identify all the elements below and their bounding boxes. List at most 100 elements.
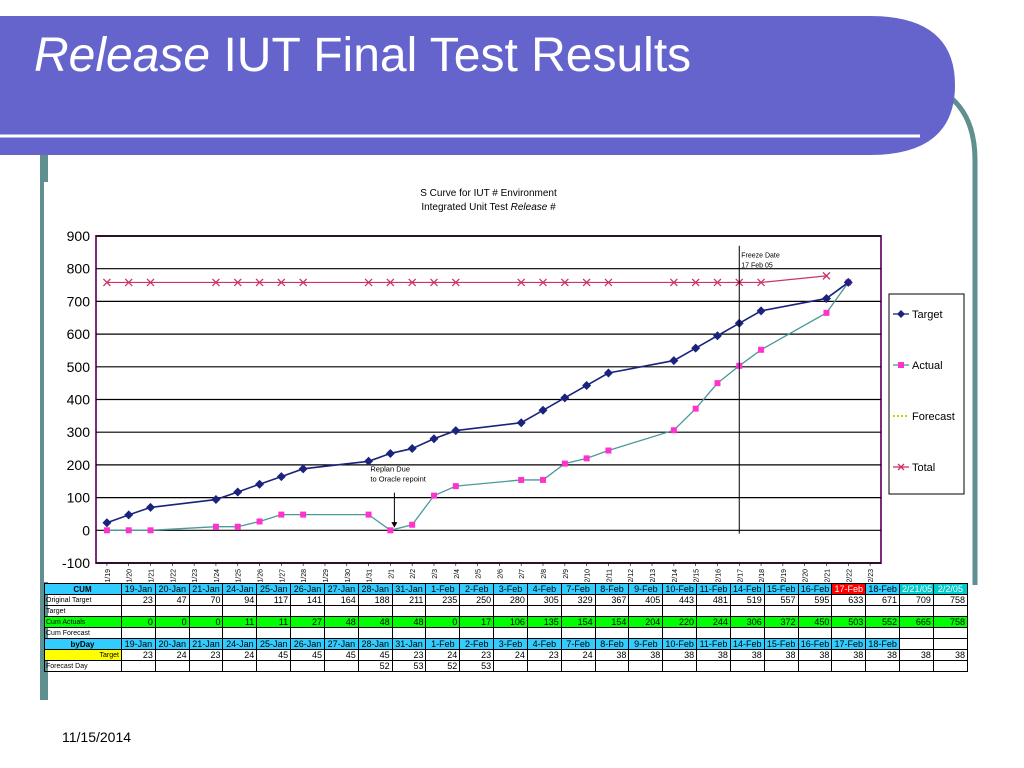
total-marker <box>539 278 547 287</box>
total-marker <box>604 278 613 287</box>
chart-panel: S Curve for IUT # Environment Integrated … <box>44 182 968 582</box>
value-cell <box>526 605 562 617</box>
day-value-cell <box>121 660 156 672</box>
day-value-cell: 38 <box>932 649 969 661</box>
day-row-label: Forecast Day <box>44 660 122 672</box>
value-cell <box>357 627 393 639</box>
day-date-cell: 14-Feb <box>729 638 765 650</box>
value-cell <box>357 605 393 617</box>
x-tick-label: 2/13 <box>650 569 657 582</box>
actual-point <box>605 447 612 454</box>
target-point <box>146 502 156 512</box>
day-value-cell <box>831 660 867 672</box>
value-cell <box>290 605 325 617</box>
day-date-cell: 21-Jan <box>188 638 224 650</box>
day-date-cell: 2-Feb <box>459 638 495 650</box>
value-cell <box>628 627 664 639</box>
value-cell: 48 <box>323 616 359 628</box>
total-marker <box>691 278 700 287</box>
total-marker <box>669 278 678 287</box>
date-cell: 20-Jan <box>154 583 190 595</box>
target-point <box>364 456 374 466</box>
value-cell <box>865 627 901 639</box>
date-cell: 2/2/05 <box>932 583 969 595</box>
day-value-cell <box>526 660 562 672</box>
value-cell: 305 <box>526 594 562 606</box>
target-point <box>712 331 722 341</box>
value-cell <box>425 605 461 617</box>
target-point <box>429 434 439 444</box>
target-point <box>821 293 831 303</box>
actual-point <box>256 518 263 525</box>
day-date-cell: 28-Jan <box>357 638 393 650</box>
total-point <box>408 278 417 287</box>
legend-marker <box>897 463 905 471</box>
day-value-cell <box>154 660 190 672</box>
total-marker <box>211 278 220 287</box>
y-tick-label: 800 <box>67 261 91 277</box>
row-label: Cum Forecast <box>44 627 122 639</box>
day-value-cell: 38 <box>865 649 901 661</box>
day-value-cell: 38 <box>628 649 664 661</box>
date-cell: 1-Feb <box>425 583 461 595</box>
date-cell: 14-Feb <box>729 583 765 595</box>
replan-label: to Oracle repoint <box>370 474 426 483</box>
total-point <box>691 278 700 287</box>
total-marker <box>364 278 373 287</box>
actual-point <box>103 527 110 534</box>
value-cell <box>256 605 292 617</box>
table-row: Target <box>44 605 969 617</box>
day-value-cell <box>290 660 325 672</box>
value-cell: 633 <box>831 594 867 606</box>
day-value-cell: 24 <box>222 649 258 661</box>
date-cell: 7-Feb <box>560 583 596 595</box>
total-point <box>539 278 547 287</box>
target-point <box>560 393 570 403</box>
x-tick-label: 2/18 <box>759 569 766 582</box>
actual-point <box>409 521 416 528</box>
value-cell <box>662 605 698 617</box>
table-header-label: CUM <box>44 583 122 595</box>
value-cell <box>526 627 562 639</box>
target-point <box>385 448 395 458</box>
value-cell: 595 <box>797 594 833 606</box>
data-table: CUM 19-Jan 20-Jan 21-Jan 24-Jan 25-Jan 26-Jan 2… <box>44 583 969 672</box>
actual-point <box>518 476 525 483</box>
value-cell <box>188 627 224 639</box>
x-tick-label: 2/6 <box>497 569 504 579</box>
value-cell: 117 <box>256 594 292 606</box>
day-table-row: Forecast Day 52 53 52 53 <box>44 660 969 672</box>
total-marker <box>277 278 286 287</box>
x-tick-label: 2/15 <box>694 569 701 582</box>
value-cell: 405 <box>628 594 664 606</box>
actual-point <box>823 309 830 316</box>
value-cell <box>899 605 934 617</box>
total-point <box>451 278 460 287</box>
actual-point <box>430 492 437 499</box>
value-cell <box>323 627 359 639</box>
value-cell <box>594 627 630 639</box>
x-tick-label: 1/26 <box>258 569 265 582</box>
day-date-cell: 20-Jan <box>154 638 190 650</box>
value-cell: 17 <box>459 616 495 628</box>
x-tick-label: 1/30 <box>345 569 352 582</box>
total-marker <box>582 278 591 287</box>
total-marker <box>560 278 569 287</box>
table-row: Cum Actuals 0 0 0 11 11 27 48 48 48 0 17 106 135 154 15… <box>44 616 969 628</box>
actual-point <box>278 511 285 518</box>
value-cell <box>121 627 156 639</box>
day-value-cell: 23 <box>121 649 156 661</box>
date-cell: 16-Feb <box>797 583 833 595</box>
day-date-cell <box>899 638 934 650</box>
series-total-line <box>106 275 827 284</box>
value-cell: 235 <box>425 594 461 606</box>
value-cell: 519 <box>729 594 765 606</box>
value-cell: 372 <box>763 616 799 628</box>
value-cell: 23 <box>121 594 156 606</box>
total-point <box>124 278 133 287</box>
value-cell <box>391 627 427 639</box>
legend-item-total: Total <box>893 462 935 474</box>
value-cell: 552 <box>865 616 901 628</box>
day-value-cell <box>628 660 664 672</box>
title-band <box>0 16 955 155</box>
